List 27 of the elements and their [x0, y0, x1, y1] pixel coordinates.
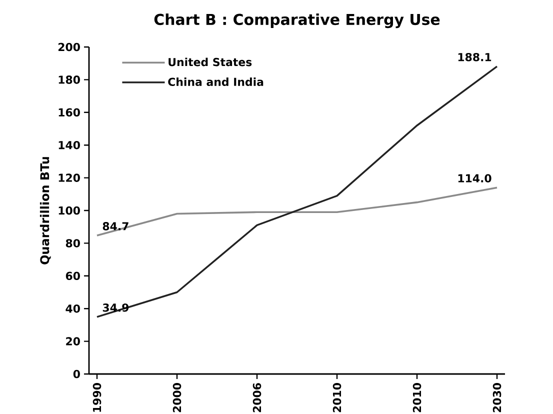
y-tick-label: 140 — [58, 140, 80, 150]
line-series — [96, 186, 498, 236]
x-tick-label: 2010 — [412, 383, 422, 412]
y-tick-label: 60 — [66, 272, 80, 280]
data-label: 188.1 — [458, 52, 492, 62]
data-label: 34.9 — [102, 303, 129, 312]
chart-title: Chart B : Comparative Energy Use — [154, 14, 440, 28]
x-tick-label: 2030 — [492, 383, 502, 412]
y-tick-label: 40 — [66, 304, 80, 313]
y-axis-title: Quardrillion BTu — [40, 157, 51, 264]
x-tick-label: 2000 — [172, 383, 182, 412]
x-tick-label: 2006 — [252, 383, 262, 412]
y-tick-label: 100 — [58, 206, 80, 215]
legend-label: China and India — [168, 78, 264, 86]
y-tick-label: 180 — [58, 76, 80, 84]
y-tick-label: 80 — [66, 239, 80, 248]
data-label: 84.7 — [102, 222, 128, 230]
x-tick-label: 1990 — [92, 383, 102, 412]
data-label: 114.0 — [458, 174, 492, 182]
y-tick-label: 0 — [73, 370, 80, 378]
legend-label: United States — [168, 58, 252, 66]
y-tick-label: 120 — [58, 174, 80, 182]
y-tick-label: 160 — [58, 108, 80, 117]
y-tick-label: 200 — [58, 42, 80, 52]
y-tick-label: 20 — [66, 337, 80, 346]
x-tick-label: 2010 — [332, 383, 342, 412]
line-series — [96, 66, 498, 318]
